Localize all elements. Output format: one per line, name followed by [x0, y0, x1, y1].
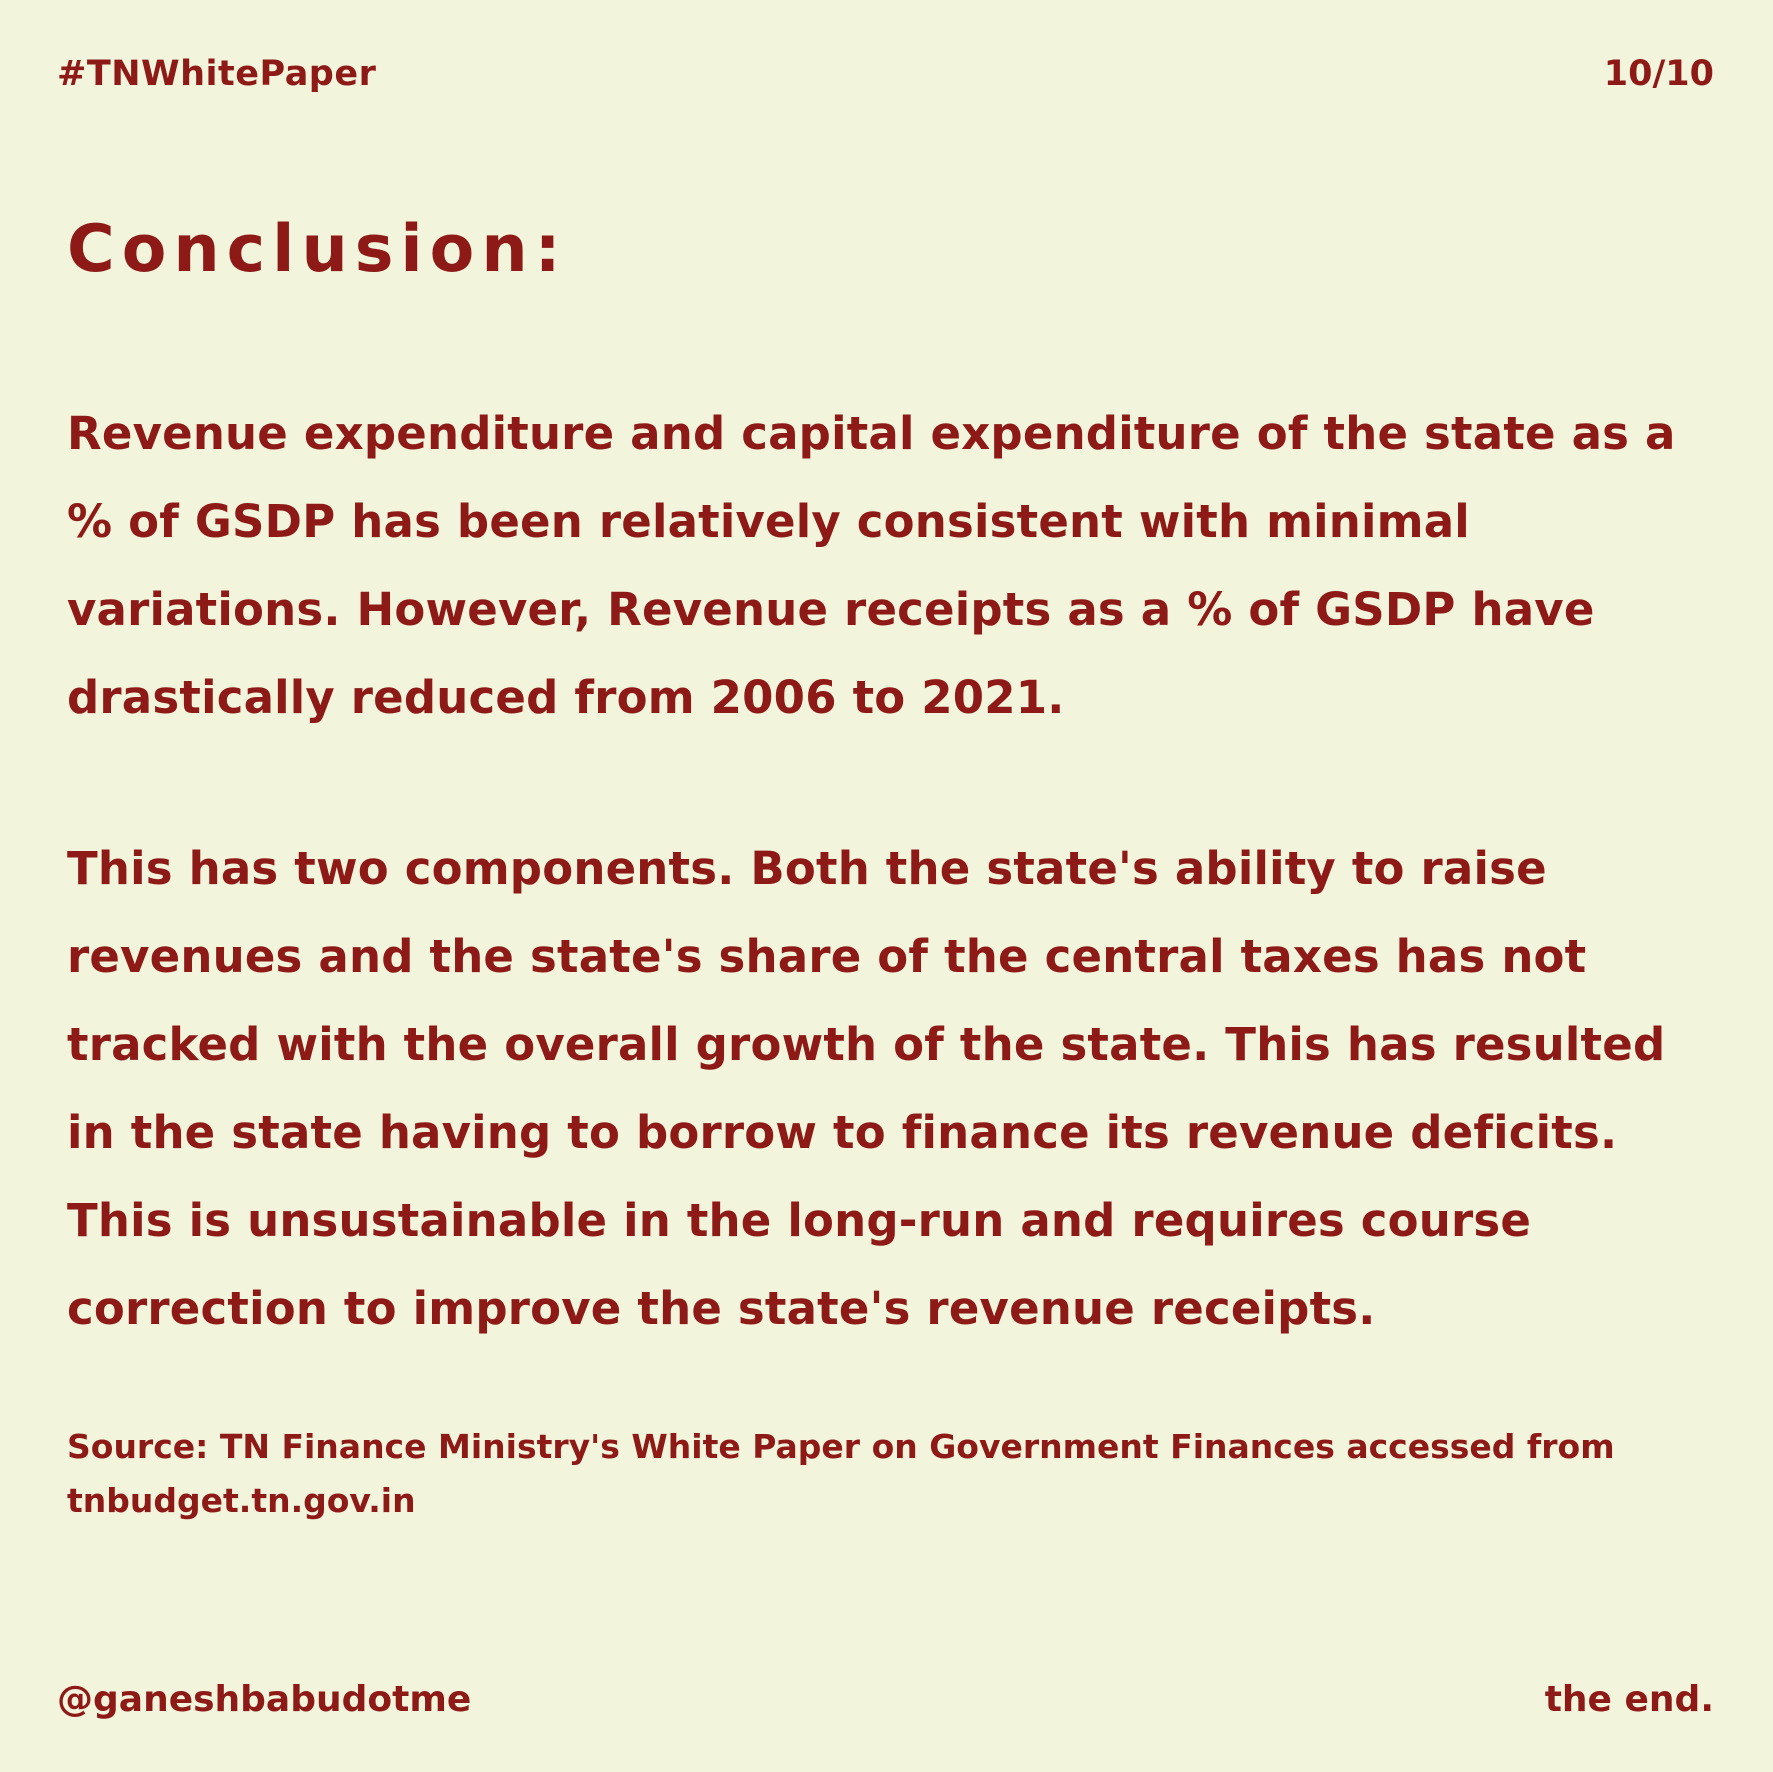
- page-title: Conclusion:: [67, 212, 568, 287]
- source-citation: Source: TN Finance Ministry's White Pape…: [67, 1427, 1615, 1520]
- author-handle: @ganeshbabudotme: [57, 1679, 472, 1720]
- page-indicator: 10/10: [1603, 54, 1714, 94]
- hashtag: #TNWhitePaper: [57, 54, 377, 94]
- paragraph-components: This has two components. Both the state'…: [67, 842, 1666, 1335]
- paragraph-revenue-trends: Revenue expenditure and capital expendit…: [67, 407, 1676, 724]
- closing-text: the end.: [1544, 1679, 1714, 1720]
